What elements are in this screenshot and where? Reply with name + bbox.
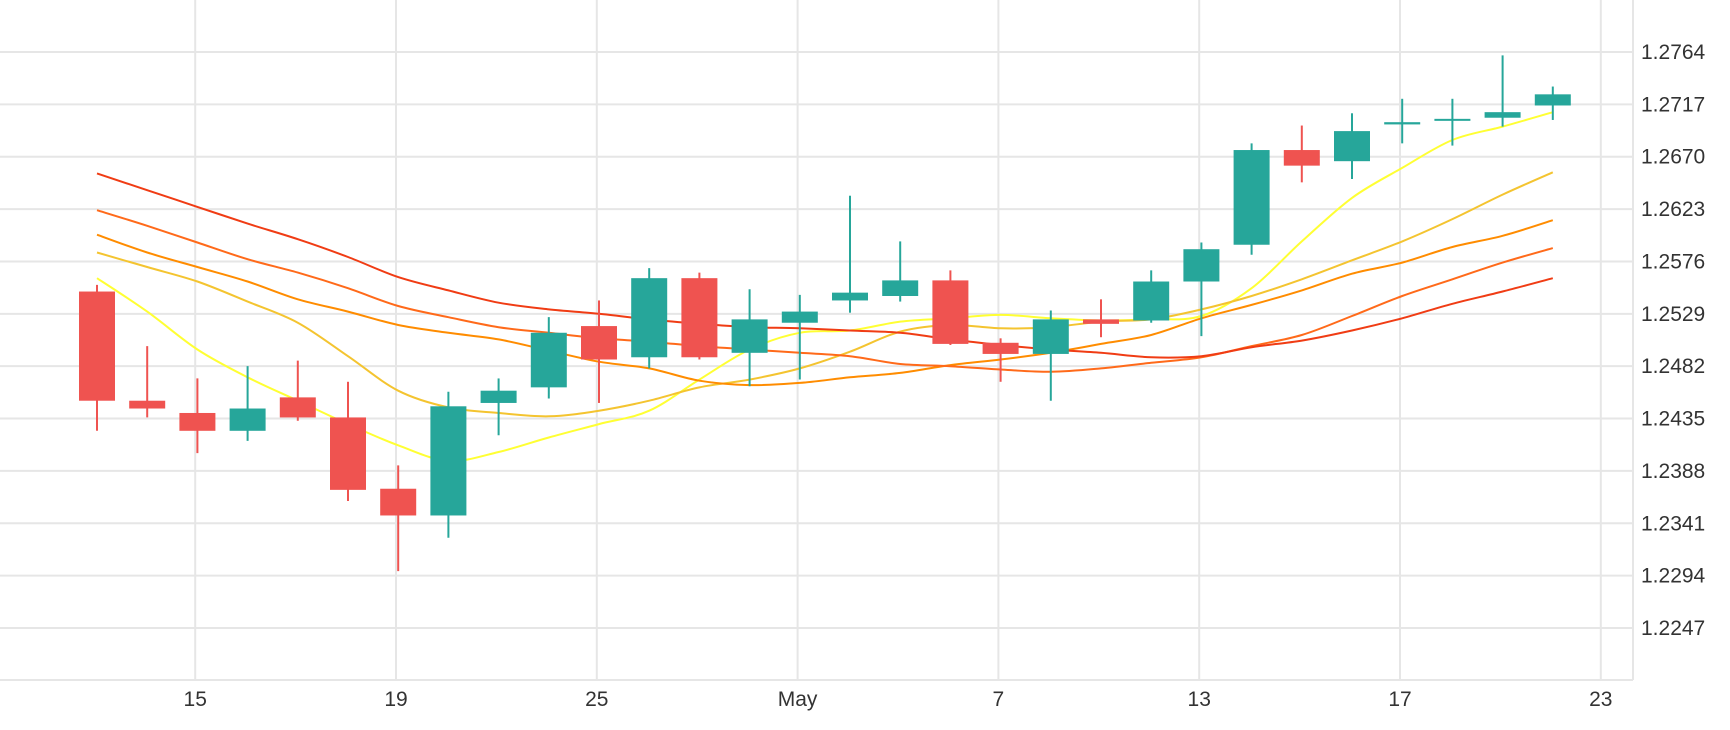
candle: [179, 378, 216, 454]
candle: [932, 270, 969, 346]
candle-body: [1083, 319, 1119, 324]
candle: [1384, 98, 1421, 144]
candle-body: [1534, 94, 1571, 106]
candle: [229, 366, 266, 441]
candle-body: [530, 332, 567, 388]
candle-body: [79, 291, 115, 401]
candle: [631, 268, 668, 369]
candle: [1183, 242, 1220, 337]
candle-body: [1233, 150, 1270, 245]
y-tick-label: 1.2764: [1641, 41, 1706, 64]
candle-body: [1183, 249, 1220, 282]
y-tick-label: 1.2435: [1641, 408, 1705, 431]
candle-body: [229, 408, 266, 431]
candle: [330, 381, 366, 501]
moving-average-line-5: [96, 172, 1554, 359]
candle-body: [430, 406, 467, 516]
candle-body: [380, 488, 417, 516]
candles: [79, 55, 1571, 572]
candle: [731, 289, 768, 387]
candle-body: [681, 278, 718, 358]
candle: [1334, 113, 1370, 180]
candle-body: [581, 326, 617, 360]
candle-body: [480, 390, 517, 403]
candle: [430, 391, 467, 538]
candle: [1233, 143, 1270, 255]
candle: [1283, 125, 1320, 183]
moving-averages: [96, 111, 1554, 462]
candle: [129, 346, 166, 418]
candle-body: [982, 342, 1019, 354]
candle: [480, 378, 517, 436]
candle: [1484, 55, 1521, 127]
candle: [681, 272, 718, 360]
candle-body: [1484, 112, 1521, 118]
candle: [832, 195, 868, 313]
x-tick-label: 17: [1388, 688, 1411, 711]
candle-body: [932, 280, 969, 344]
candle-body: [1334, 131, 1370, 162]
candle: [1434, 98, 1471, 146]
moving-average-line-3: [96, 219, 1554, 387]
candle-body: [1283, 150, 1320, 166]
candle: [882, 241, 919, 302]
candle: [79, 284, 115, 431]
x-tick-label: 19: [384, 688, 407, 711]
x-tick-label: 13: [1188, 688, 1211, 711]
y-axis: 1.2764 1.2717 1.2670 1.2623 1.2576 1.2529 1.24…: [1641, 41, 1706, 640]
candle-body: [1434, 118, 1471, 121]
x-tick-label: May: [778, 688, 818, 711]
candle-body: [832, 292, 868, 301]
moving-average-line-2: [96, 171, 1554, 418]
candle-body: [882, 280, 919, 296]
candle: [581, 300, 617, 403]
candle: [1133, 270, 1170, 323]
candle-body: [1133, 281, 1170, 321]
candle-body: [330, 417, 366, 490]
candle: [380, 465, 417, 572]
candle: [530, 317, 567, 399]
y-tick-label: 1.2341: [1641, 512, 1705, 535]
y-tick-label: 1.2482: [1641, 355, 1705, 378]
candle-body: [781, 311, 818, 323]
candle-body: [731, 319, 768, 353]
candle-body: [279, 397, 316, 418]
candle: [982, 338, 1019, 382]
x-tick-label: 25: [585, 688, 608, 711]
candle: [1534, 86, 1571, 120]
candle-body: [1032, 319, 1069, 354]
y-tick-label: 1.2670: [1641, 146, 1705, 169]
candle: [279, 360, 316, 421]
y-tick-label: 1.2247: [1641, 617, 1705, 640]
candle-body: [129, 400, 166, 409]
y-tick-label: 1.2623: [1641, 198, 1705, 221]
moving-average-line-4: [96, 209, 1554, 373]
y-tick-label: 1.2294: [1641, 565, 1706, 588]
candle-body: [179, 412, 216, 431]
x-tick-label: 15: [184, 688, 207, 711]
y-tick-label: 1.2529: [1641, 303, 1705, 326]
candle: [781, 294, 818, 380]
x-axis: 15 19 25 May 7 13 17 23: [184, 688, 1613, 711]
candle: [1032, 310, 1069, 401]
candle-body: [1384, 122, 1421, 125]
x-tick-label: 23: [1589, 688, 1612, 711]
candle-body: [631, 278, 668, 358]
x-tick-label: 7: [993, 688, 1005, 711]
grid: [0, 0, 1634, 681]
y-tick-label: 1.2717: [1641, 93, 1705, 116]
y-tick-label: 1.2576: [1641, 250, 1705, 273]
candle: [1083, 299, 1119, 338]
y-tick-label: 1.2388: [1641, 460, 1705, 483]
